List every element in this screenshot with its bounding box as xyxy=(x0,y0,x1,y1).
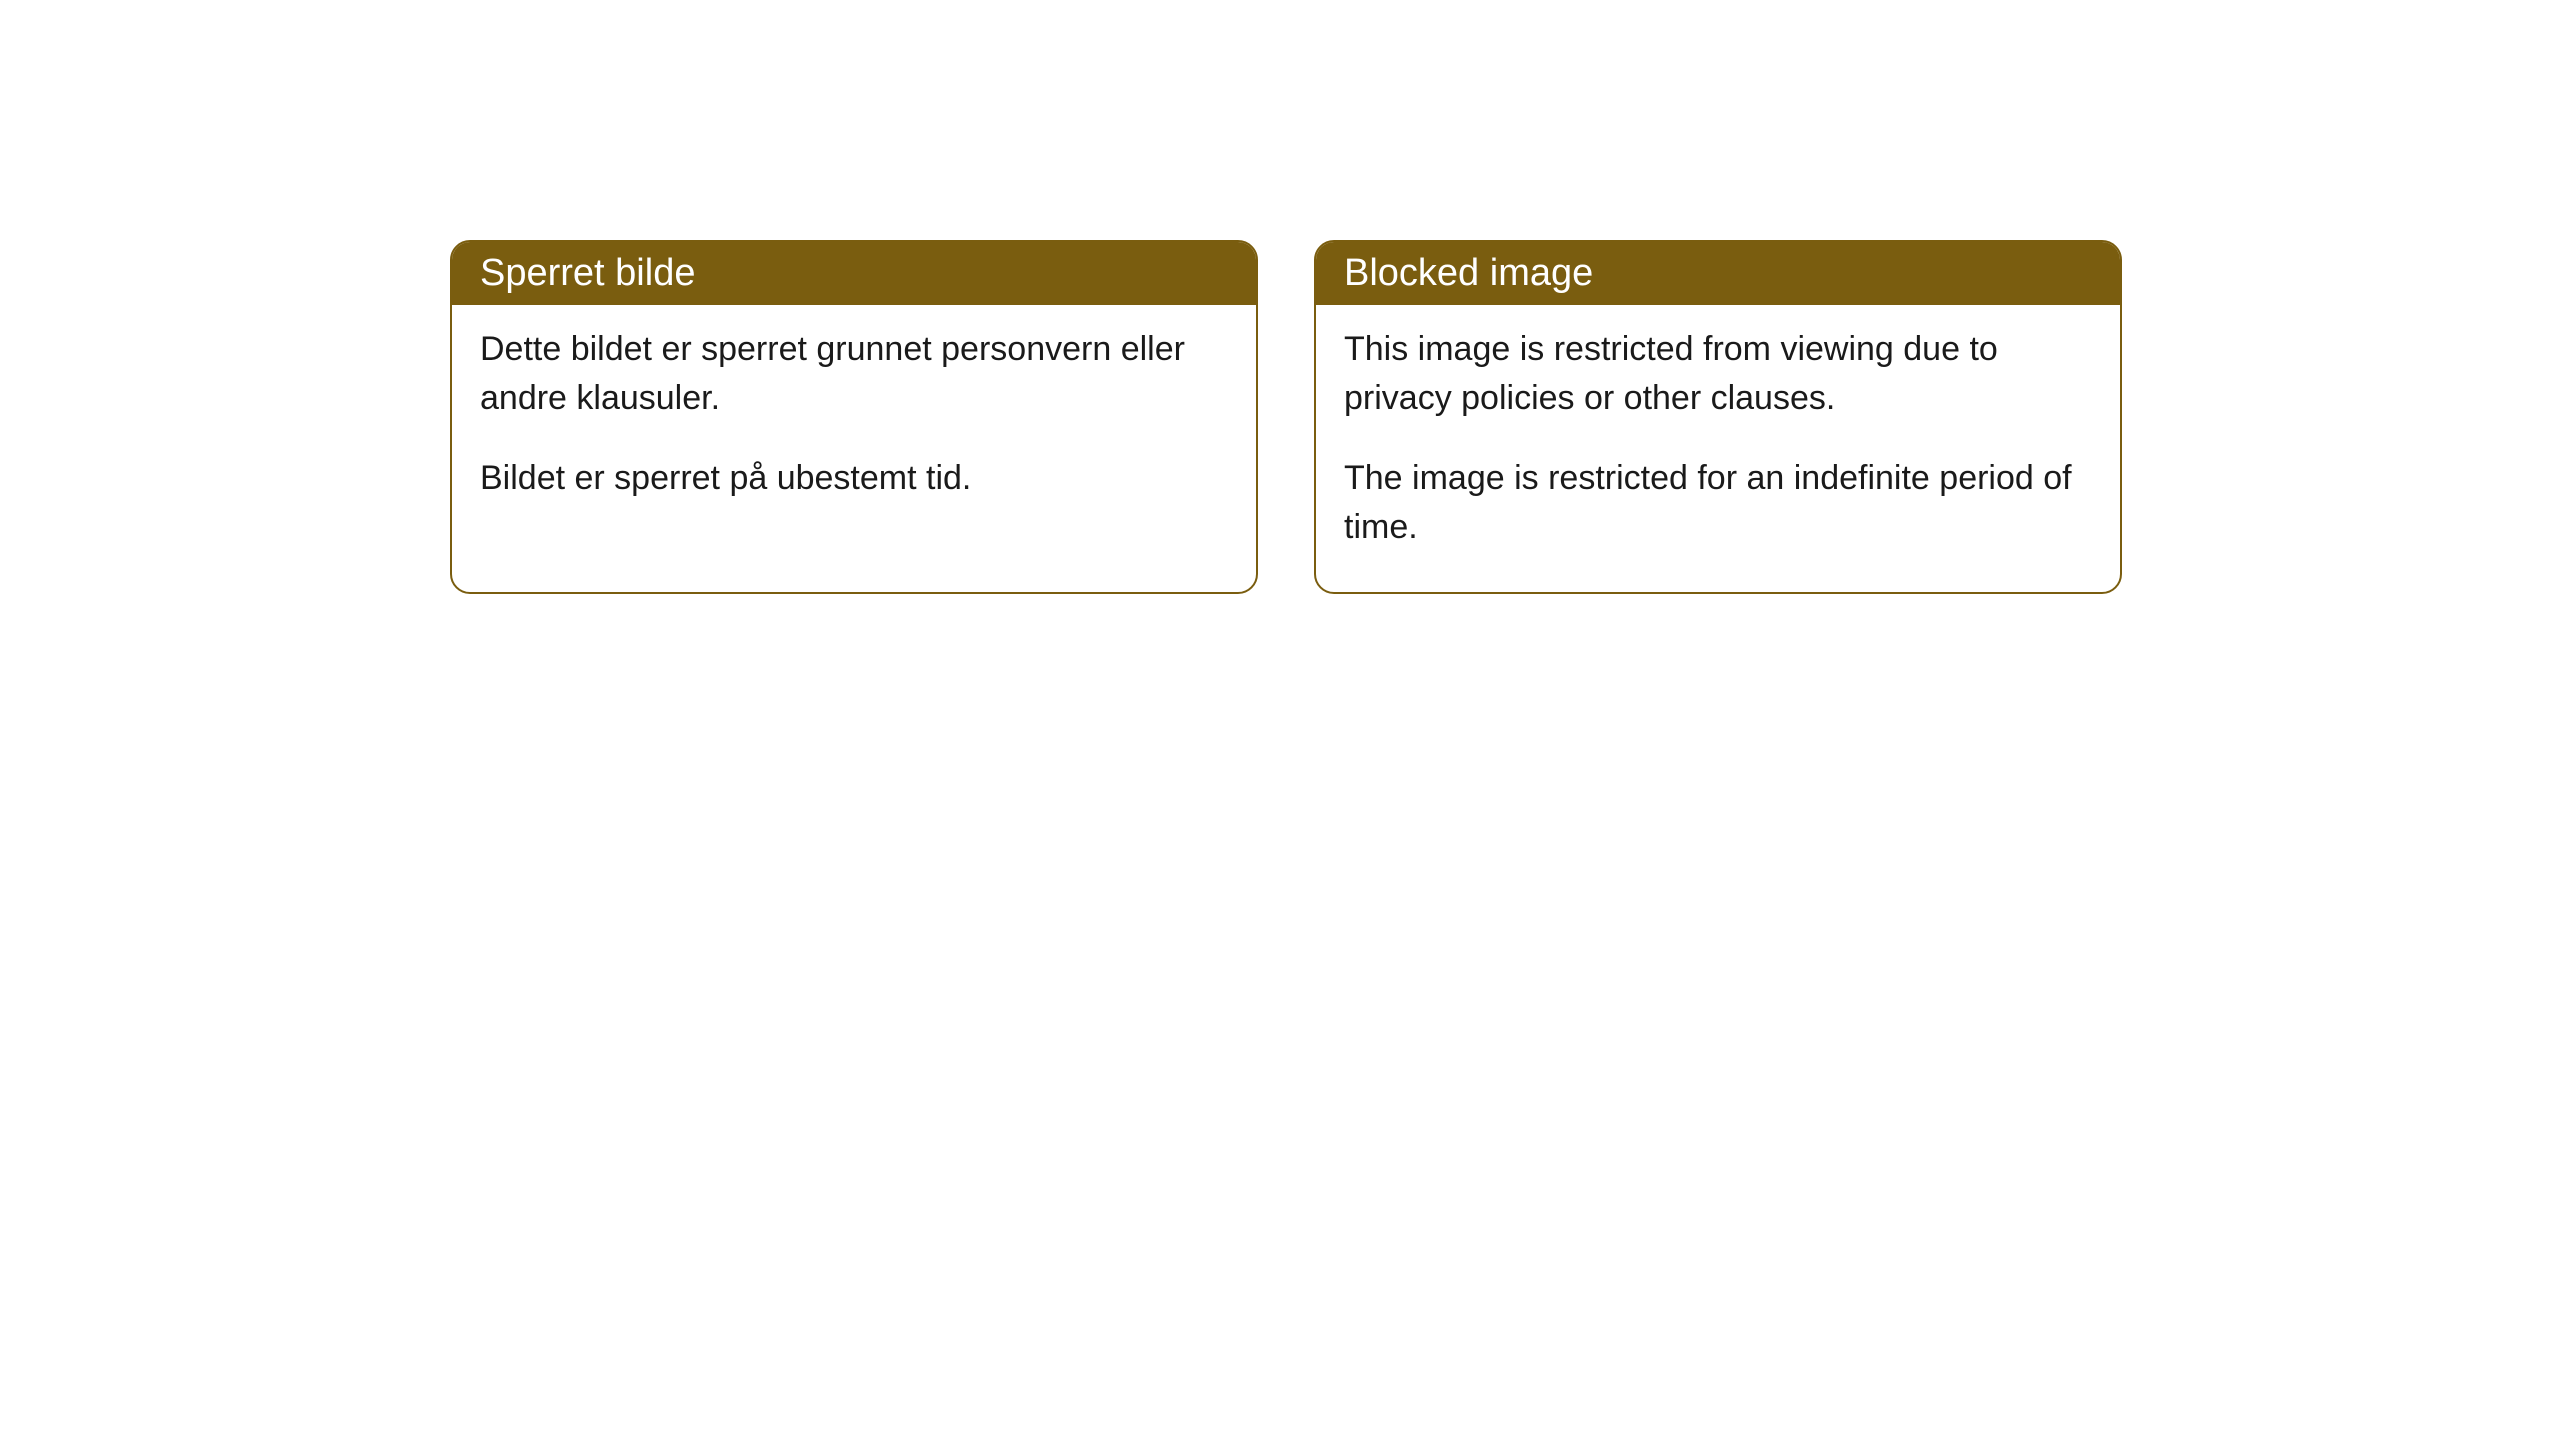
card-paragraph1-english: This image is restricted from viewing du… xyxy=(1344,325,2092,424)
blocked-image-card-english: Blocked image This image is restricted f… xyxy=(1314,240,2122,594)
card-body-norwegian: Dette bildet er sperret grunnet personve… xyxy=(452,305,1256,543)
card-title-english: Blocked image xyxy=(1344,252,1593,294)
card-paragraph2-english: The image is restricted for an indefinit… xyxy=(1344,454,2092,553)
card-paragraph2-norwegian: Bildet er sperret på ubestemt tid. xyxy=(480,454,1228,503)
card-body-english: This image is restricted from viewing du… xyxy=(1316,305,2120,592)
card-header-english: Blocked image xyxy=(1316,242,2120,305)
card-paragraph1-norwegian: Dette bildet er sperret grunnet personve… xyxy=(480,325,1228,424)
notice-cards-container: Sperret bilde Dette bildet er sperret gr… xyxy=(450,240,2560,594)
card-header-norwegian: Sperret bilde xyxy=(452,242,1256,305)
card-title-norwegian: Sperret bilde xyxy=(480,252,695,294)
blocked-image-card-norwegian: Sperret bilde Dette bildet er sperret gr… xyxy=(450,240,1258,594)
